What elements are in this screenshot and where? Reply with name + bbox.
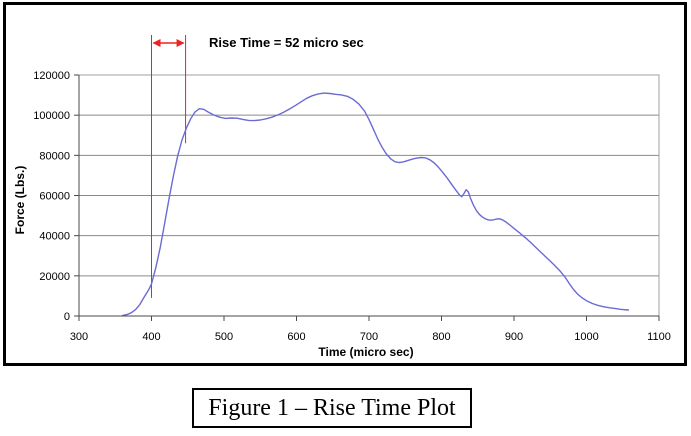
rise-time-markers bbox=[151, 35, 187, 298]
gridlines bbox=[78, 74, 660, 317]
y-tick-label-120000: 120000 bbox=[33, 70, 70, 82]
y-tick-label-80000: 80000 bbox=[39, 150, 70, 162]
x-tick-label-500: 500 bbox=[215, 331, 233, 343]
rise-time-annotation: Rise Time = 52 micro sec bbox=[209, 35, 364, 50]
rise-time-chart: 0 20000 40000 60000 80000 100000 120000 300 400 5… bbox=[13, 35, 671, 359]
y-tick-label-20000: 20000 bbox=[39, 271, 70, 283]
x-tick-label-800: 800 bbox=[432, 331, 450, 343]
x-tick-label-600: 600 bbox=[287, 331, 305, 343]
y-tick-label-0: 0 bbox=[64, 311, 70, 323]
figure-caption-box: Figure 1 – Rise Time Plot bbox=[192, 388, 472, 428]
tick-labels: 0 20000 40000 60000 80000 100000 120000 300 400 5… bbox=[33, 70, 671, 343]
x-tick-label-900: 900 bbox=[505, 331, 523, 343]
force-series-line bbox=[121, 92, 630, 317]
x-tick-label-400: 400 bbox=[142, 331, 160, 343]
x-axis-title: Time (micro sec) bbox=[318, 345, 413, 359]
force-curve bbox=[121, 92, 630, 317]
y-tick-label-100000: 100000 bbox=[33, 110, 70, 122]
axis-ticks bbox=[74, 74, 660, 321]
x-tick-label-1000: 1000 bbox=[574, 331, 598, 343]
x-tick-label-700: 700 bbox=[360, 331, 378, 343]
x-tick-label-300: 300 bbox=[70, 331, 88, 343]
chart-frame bbox=[3, 2, 687, 366]
y-tick-label-60000: 60000 bbox=[39, 191, 70, 203]
rise-arrowhead-right bbox=[176, 39, 185, 47]
y-tick-label-40000: 40000 bbox=[39, 231, 70, 243]
rise-arrowhead-left bbox=[152, 39, 161, 47]
x-tick-label-1100: 1100 bbox=[647, 331, 671, 343]
figure-caption: Figure 1 – Rise Time Plot bbox=[208, 394, 456, 421]
y-axis-title: Force (Lbs.) bbox=[13, 166, 27, 235]
